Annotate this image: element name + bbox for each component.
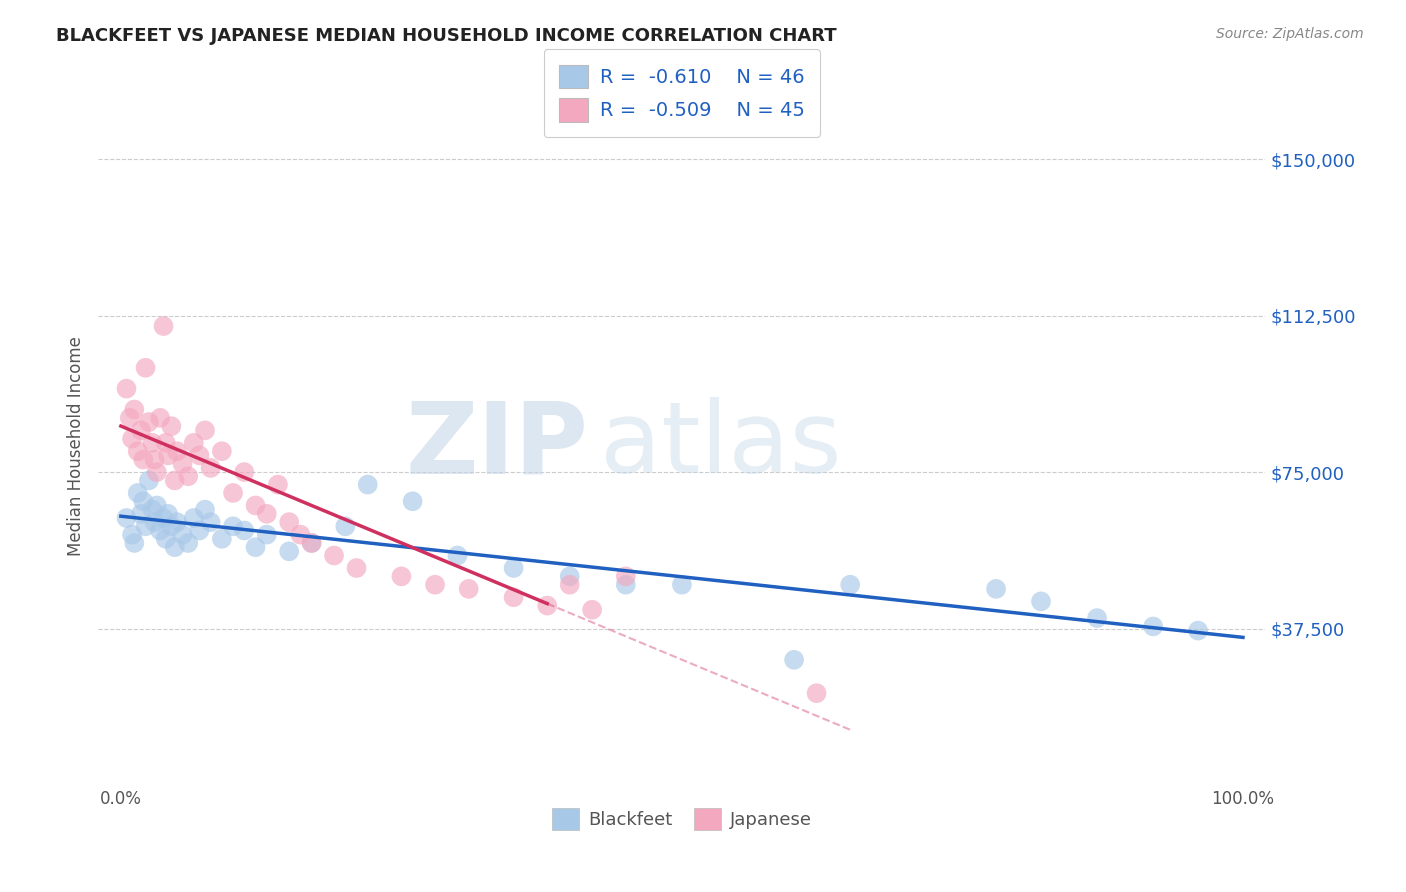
- Point: [194, 423, 217, 437]
- Point: [135, 360, 157, 375]
- Point: [401, 494, 423, 508]
- Point: [172, 457, 194, 471]
- Point: [245, 499, 267, 513]
- Point: [152, 319, 174, 334]
- Point: [457, 582, 479, 596]
- Point: [163, 474, 186, 488]
- Point: [143, 515, 166, 529]
- Point: [301, 536, 323, 550]
- Point: [222, 519, 245, 533]
- Point: [156, 507, 179, 521]
- Point: [558, 569, 581, 583]
- Point: [1187, 624, 1209, 638]
- Point: [301, 536, 323, 550]
- Point: [121, 432, 143, 446]
- Point: [127, 444, 149, 458]
- Point: [211, 532, 233, 546]
- Point: [183, 435, 205, 450]
- Point: [160, 519, 183, 533]
- Point: [256, 527, 278, 541]
- Point: [183, 511, 205, 525]
- Point: [152, 511, 174, 525]
- Point: [155, 435, 177, 450]
- Point: [143, 452, 166, 467]
- Point: [138, 415, 160, 429]
- Point: [160, 419, 183, 434]
- Point: [135, 519, 157, 533]
- Point: [188, 524, 211, 538]
- Point: [233, 524, 256, 538]
- Point: [188, 449, 211, 463]
- Point: [581, 603, 603, 617]
- Point: [278, 544, 301, 558]
- Point: [1029, 594, 1052, 608]
- Point: [115, 511, 138, 525]
- Point: [115, 382, 138, 396]
- Point: [984, 582, 1007, 596]
- Point: [200, 515, 222, 529]
- Point: [267, 477, 290, 491]
- Point: [614, 578, 637, 592]
- Point: [290, 527, 312, 541]
- Point: [124, 402, 146, 417]
- Point: [783, 653, 806, 667]
- Point: [423, 578, 446, 592]
- Point: [346, 561, 368, 575]
- Text: BLACKFEET VS JAPANESE MEDIAN HOUSEHOLD INCOME CORRELATION CHART: BLACKFEET VS JAPANESE MEDIAN HOUSEHOLD I…: [56, 27, 837, 45]
- Point: [211, 444, 233, 458]
- Point: [166, 444, 188, 458]
- Point: [671, 578, 693, 592]
- Point: [1142, 619, 1164, 633]
- Point: [335, 519, 357, 533]
- Point: [141, 502, 163, 516]
- Text: atlas: atlas: [600, 398, 842, 494]
- Point: [502, 591, 524, 605]
- Point: [129, 423, 152, 437]
- Point: [127, 486, 149, 500]
- Point: [141, 435, 163, 450]
- Point: [194, 502, 217, 516]
- Point: [357, 477, 380, 491]
- Point: [839, 578, 862, 592]
- Point: [536, 599, 558, 613]
- Point: [1085, 611, 1108, 625]
- Point: [132, 452, 155, 467]
- Point: [177, 536, 200, 550]
- Point: [323, 549, 346, 563]
- Point: [222, 486, 245, 500]
- Point: [245, 540, 267, 554]
- Y-axis label: Median Household Income: Median Household Income: [66, 336, 84, 556]
- Point: [256, 507, 278, 521]
- Legend: Blackfeet, Japanese: Blackfeet, Japanese: [544, 800, 820, 837]
- Point: [163, 540, 186, 554]
- Text: ZIP: ZIP: [406, 398, 589, 494]
- Point: [124, 536, 146, 550]
- Point: [146, 499, 169, 513]
- Point: [558, 578, 581, 592]
- Point: [278, 515, 301, 529]
- Point: [149, 524, 172, 538]
- Point: [155, 532, 177, 546]
- Point: [138, 474, 160, 488]
- Point: [118, 410, 141, 425]
- Point: [233, 465, 256, 479]
- Point: [129, 507, 152, 521]
- Text: Source: ZipAtlas.com: Source: ZipAtlas.com: [1216, 27, 1364, 41]
- Point: [389, 569, 412, 583]
- Point: [200, 461, 222, 475]
- Point: [614, 569, 637, 583]
- Point: [156, 449, 179, 463]
- Point: [146, 465, 169, 479]
- Point: [502, 561, 524, 575]
- Point: [132, 494, 155, 508]
- Point: [149, 410, 172, 425]
- Point: [177, 469, 200, 483]
- Point: [806, 686, 828, 700]
- Point: [172, 527, 194, 541]
- Point: [121, 527, 143, 541]
- Point: [166, 515, 188, 529]
- Point: [446, 549, 468, 563]
